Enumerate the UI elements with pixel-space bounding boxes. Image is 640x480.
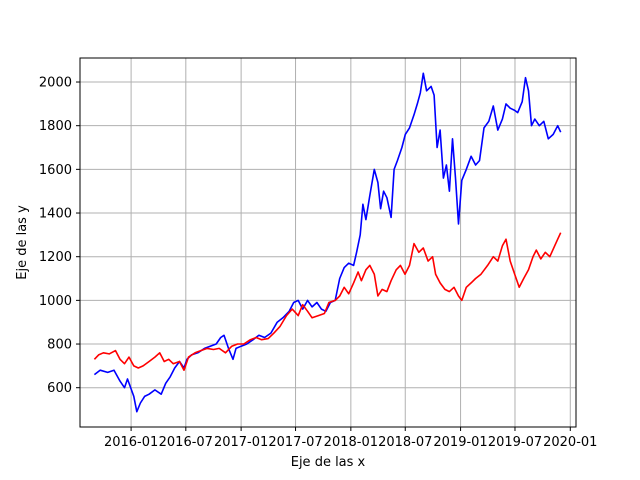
y-tick-label: 1200: [39, 250, 72, 265]
x-tick-label: 2019-01: [433, 435, 487, 450]
x-tick-label: 2018-07: [378, 435, 432, 450]
x-tick-label: 2016-01: [104, 435, 158, 450]
y-axis-label: Eje de las y: [15, 205, 30, 280]
series-line-2: [93, 232, 562, 371]
y-axis-ticks: 600 800 1000 1200 1400 1600 1800 2000: [39, 76, 80, 396]
y-tick-label: 1400: [39, 207, 72, 222]
x-tick-label: 2020-01: [543, 435, 597, 450]
plot-frame: [79, 57, 577, 428]
series-group: [93, 72, 562, 413]
y-tick-label: 1800: [39, 119, 72, 134]
y-tick-label: 1600: [39, 163, 72, 178]
y-tick-label: 600: [47, 381, 72, 396]
x-tick-label: 2017-07: [268, 435, 322, 450]
y-tick-label: 2000: [39, 76, 72, 91]
x-tick-label: 2019-07: [488, 435, 542, 450]
x-axis-ticks: 2016-01 2016-07 2017-01 2017-07 2018-01 2018-…: [104, 427, 597, 450]
x-axis-label: Eje de las x: [291, 455, 366, 470]
grid-lines: [80, 58, 576, 427]
x-tick-label: 2017-01: [214, 435, 268, 450]
x-tick-label: 2018-01: [324, 435, 378, 450]
x-tick-label: 2016-07: [159, 435, 213, 450]
y-tick-label: 800: [47, 338, 72, 353]
y-tick-label: 1000: [39, 294, 72, 309]
